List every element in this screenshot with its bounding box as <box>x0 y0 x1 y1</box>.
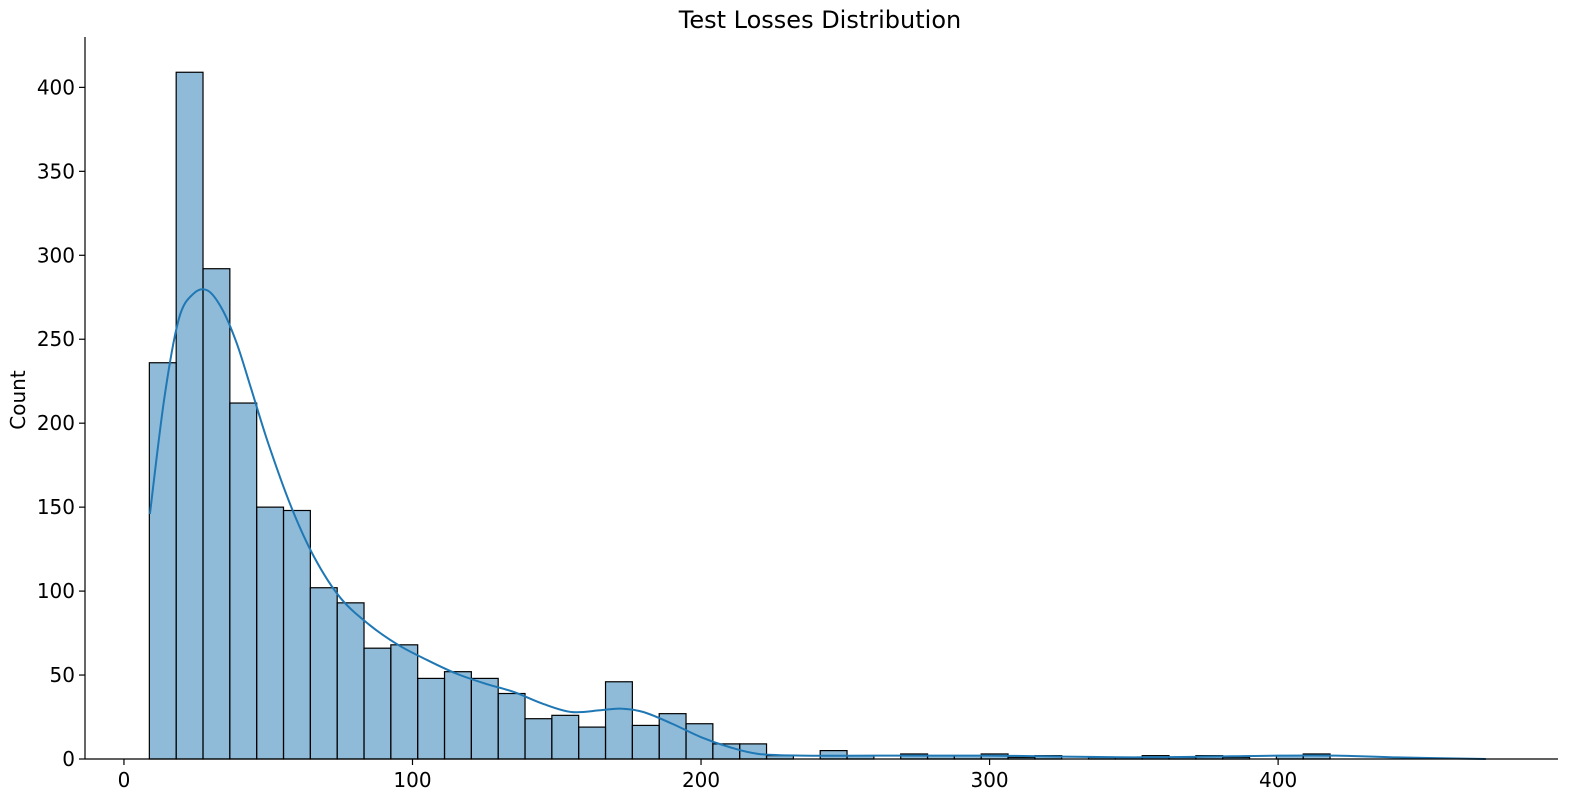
histogram-bar <box>363 647 392 760</box>
histogram-bar <box>631 724 660 760</box>
y-tick-label: 150 <box>37 495 75 519</box>
y-tick-label: 50 <box>50 663 75 687</box>
x-tick-label: 100 <box>393 768 431 792</box>
histogram-bar <box>390 644 419 760</box>
x-tick-label: 400 <box>1259 768 1297 792</box>
histogram-bar <box>443 671 472 760</box>
histogram-bar <box>551 714 580 760</box>
y-tick-label: 0 <box>62 747 75 771</box>
histogram-bar <box>229 402 258 760</box>
histogram-bar <box>256 506 285 760</box>
histogram-bar <box>309 587 338 760</box>
histogram-bar <box>470 677 499 760</box>
histogram-bar <box>148 362 177 760</box>
histogram-bar <box>604 681 633 760</box>
histogram-bar <box>175 71 204 760</box>
y-axis-ticks: 0 50 100 150 200 250 300 350 400 <box>37 75 85 771</box>
histogram-bar <box>497 692 526 760</box>
histogram-bar <box>578 726 607 760</box>
y-tick-label: 200 <box>37 411 75 435</box>
chart-title: Test Losses Distribution <box>678 6 961 34</box>
y-tick-label: 250 <box>37 327 75 351</box>
y-tick-label: 100 <box>37 579 75 603</box>
x-tick-label: 0 <box>118 768 131 792</box>
histogram-bar <box>282 509 311 760</box>
histogram-bar <box>658 713 687 760</box>
x-axis-ticks: 0 100 200 300 400 <box>118 759 1297 792</box>
y-tick-label: 350 <box>37 159 75 183</box>
y-tick-label: 300 <box>37 243 75 267</box>
x-tick-label: 200 <box>682 768 720 792</box>
histogram-bar <box>524 718 553 760</box>
kde-curve <box>148 288 1486 760</box>
histogram-bar <box>336 602 365 760</box>
histogram-bar <box>202 268 231 760</box>
histogram-bar <box>685 723 714 760</box>
y-axis-label: Count <box>6 370 30 430</box>
histogram-bars <box>148 71 1331 760</box>
x-tick-label: 300 <box>970 768 1008 792</box>
histogram-bar <box>417 677 446 760</box>
y-tick-label: 400 <box>37 75 75 99</box>
